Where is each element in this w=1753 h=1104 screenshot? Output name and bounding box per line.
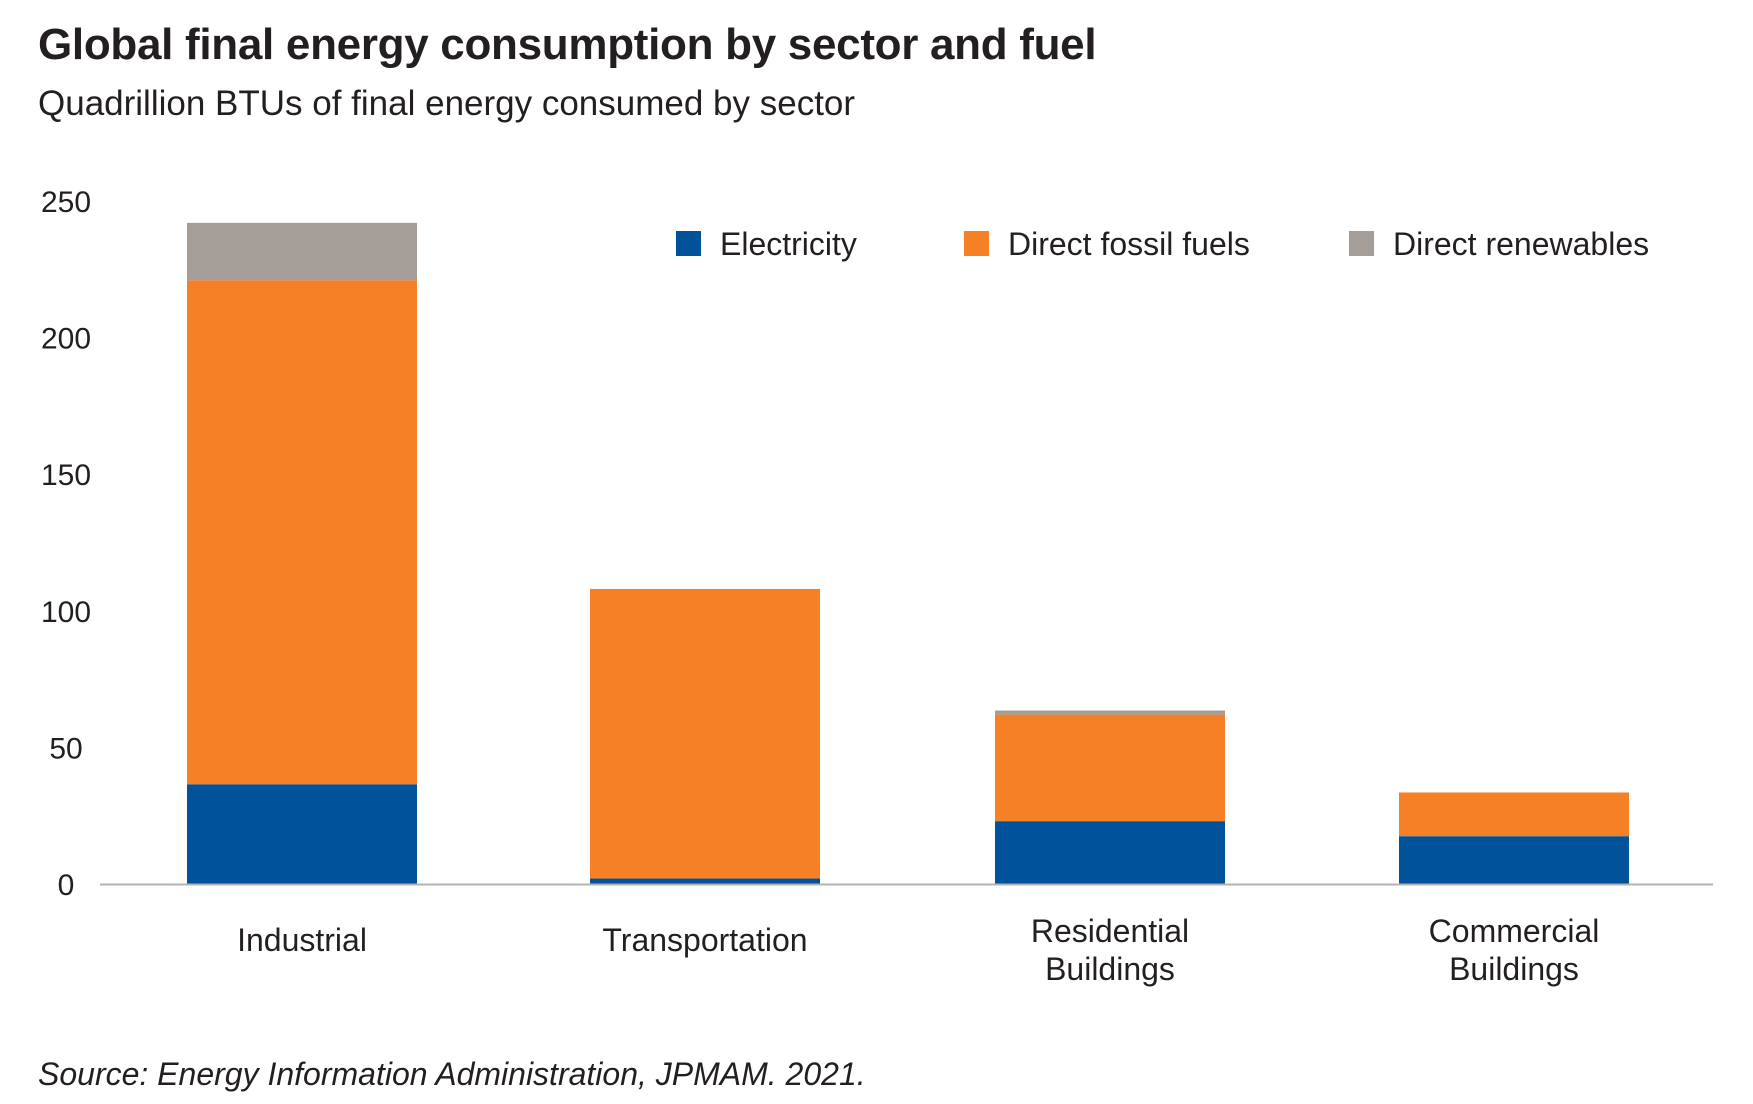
bar-segment xyxy=(995,821,1225,884)
legend-swatch xyxy=(964,231,989,256)
legend-label: Direct fossil fuels xyxy=(1008,226,1250,262)
bar-segment xyxy=(1399,836,1629,884)
y-tick-label: 150 xyxy=(41,459,91,492)
legend-swatch xyxy=(1349,231,1374,256)
y-tick-label: 50 xyxy=(49,732,82,765)
chart-title: Global final energy consumption by secto… xyxy=(38,20,1097,69)
bar-segment xyxy=(187,280,417,785)
legend-swatch xyxy=(676,231,701,256)
y-tick-label: 0 xyxy=(58,869,75,902)
legend: Electricity Direct fossil fuels Direct ren… xyxy=(676,226,1649,262)
y-tick-label: 200 xyxy=(41,323,91,356)
legend-label: Electricity xyxy=(720,226,857,262)
x-axis: Industrial Transportation ResidentialBuild… xyxy=(237,913,1599,987)
y-axis: 0 50 100 150 200 250 xyxy=(41,186,91,902)
bar-segment xyxy=(995,710,1225,715)
x-tick-label: Residential xyxy=(1031,913,1189,949)
bar-segment xyxy=(187,784,417,884)
chart-subtitle: Quadrillion BTUs of final energy consume… xyxy=(38,84,856,123)
bars-group xyxy=(187,222,1629,884)
bar-segment xyxy=(995,714,1225,822)
x-tick-label: Buildings xyxy=(1045,951,1175,987)
bar-segment xyxy=(187,222,417,281)
y-tick-label: 250 xyxy=(41,186,91,219)
bar-segment xyxy=(1399,792,1629,837)
x-tick-label: Industrial xyxy=(237,922,367,958)
legend-label: Direct renewables xyxy=(1393,226,1649,262)
bar-segment xyxy=(590,878,820,884)
x-tick-label: Transportation xyxy=(602,922,807,958)
x-tick-label: Commercial xyxy=(1429,913,1600,949)
y-tick-label: 100 xyxy=(41,596,91,629)
x-tick-label: Buildings xyxy=(1449,951,1579,987)
source-note: Source: Energy Information Administratio… xyxy=(38,1056,866,1092)
bar-segment xyxy=(590,588,820,879)
